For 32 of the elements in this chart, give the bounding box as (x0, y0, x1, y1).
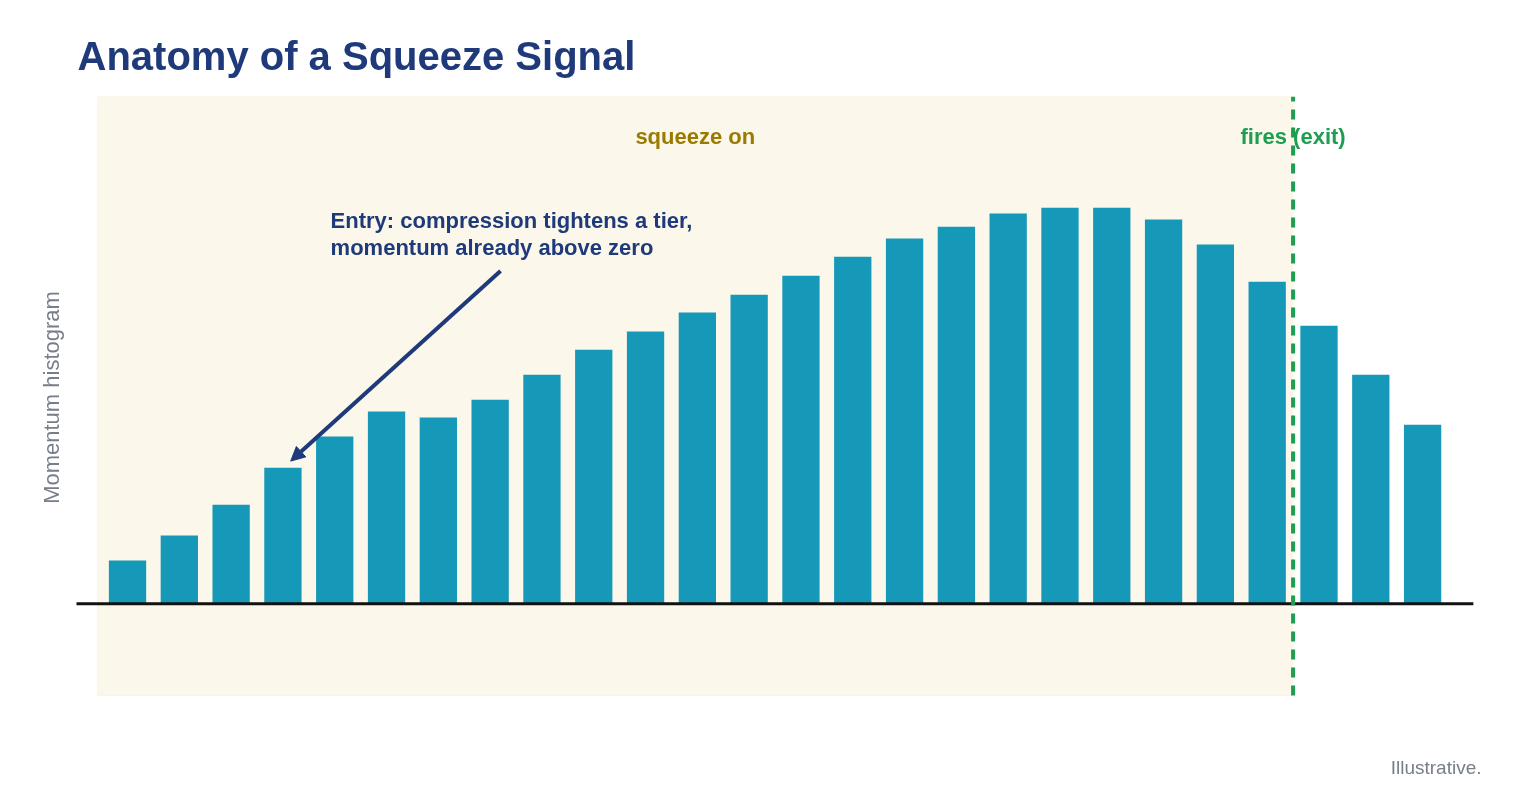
bar (1352, 374, 1390, 604)
bar (160, 535, 198, 604)
chart-title: Anatomy of a Squeeze Signal (77, 33, 636, 78)
text: fires (exit) (1240, 123, 1346, 149)
bar (575, 349, 613, 604)
bar (316, 436, 354, 604)
bar (367, 411, 406, 604)
bar (1196, 244, 1235, 604)
y-axis-title: Momentum histogram (39, 291, 64, 504)
bar (730, 294, 768, 604)
bar (108, 560, 147, 604)
bar (1300, 325, 1338, 604)
bar (1144, 219, 1183, 604)
bar (678, 312, 716, 604)
bar (1403, 424, 1442, 604)
bar (212, 504, 250, 604)
bar (626, 331, 665, 604)
bar (471, 399, 509, 604)
bar (782, 275, 820, 604)
bar (834, 256, 872, 604)
bar (1093, 207, 1131, 604)
bar (937, 226, 976, 604)
annotation: Entry: compression tightens a tier, momentum already above zero (330, 207, 693, 261)
bar (419, 417, 457, 604)
bar (1248, 281, 1286, 604)
text: Illustrative. (1390, 757, 1482, 778)
bar (989, 213, 1027, 604)
bar (523, 374, 561, 604)
bar (1041, 207, 1079, 604)
bar (885, 238, 924, 604)
bar (264, 467, 302, 604)
text: squeeze on (635, 123, 756, 149)
